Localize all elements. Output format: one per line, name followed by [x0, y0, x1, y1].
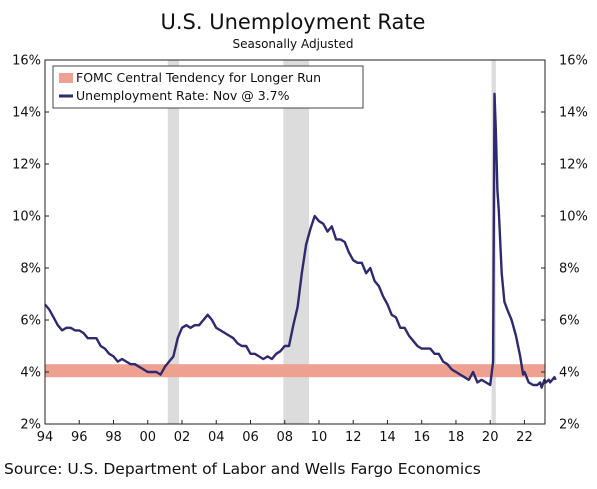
x-tick-label: 02: [174, 430, 191, 445]
legend: FOMC Central Tendency for Longer Run Une…: [52, 65, 364, 109]
y-tick-left-label: 6%: [20, 314, 41, 329]
chart-title: U.S. Unemployment Rate: [161, 10, 426, 34]
x-tick-label: 04: [208, 430, 225, 445]
y-tick-right-label: 16%: [559, 54, 588, 69]
x-tick-label: 08: [276, 430, 293, 445]
y-tick-left-label: 2%: [20, 418, 41, 433]
x-tick-label: 00: [139, 430, 156, 445]
x-tick-label: 12: [345, 430, 362, 445]
legend-swatch-band: [59, 73, 73, 83]
fomc-band: [45, 364, 545, 378]
recession-bar-1: [283, 60, 310, 424]
legend-label-series: Unemployment Rate: Nov @ 3.7%: [76, 88, 290, 103]
y-tick-right-label: 2%: [559, 418, 580, 433]
x-tick-label: 20: [482, 430, 499, 445]
x-tick-label: 98: [105, 430, 122, 445]
legend-label-band: FOMC Central Tendency for Longer Run: [76, 70, 321, 85]
y-axis-left: 2% 4% 6% 8% 10% 12% 14% 16%: [12, 54, 49, 433]
y-tick-right-label: 6%: [559, 314, 580, 329]
legend-box: [52, 65, 364, 109]
x-tick-label: 10: [311, 430, 328, 445]
x-tick-label: 96: [71, 430, 88, 445]
y-tick-left-label: 14%: [12, 106, 41, 121]
y-tick-left-label: 8%: [20, 262, 41, 277]
x-tick-label: 16: [413, 430, 430, 445]
x-tick-label: 94: [37, 430, 54, 445]
series-line-0: [44, 92, 557, 389]
y-tick-left-label: 12%: [12, 158, 41, 173]
series-layer: [44, 92, 557, 389]
x-tick-label: 14: [379, 430, 396, 445]
y-tick-left-label: 10%: [12, 210, 41, 225]
x-axis: 94 96 98 00 02 04 06 08 10 12 14 16 18 20 22: [37, 420, 533, 445]
source-note: Source: U.S. Department of Labor and Wel…: [4, 460, 481, 478]
y-tick-right-label: 4%: [559, 366, 580, 381]
plot-frame: [44, 59, 546, 425]
x-tick-label: 22: [516, 430, 533, 445]
fomc-band-layer: [45, 364, 545, 378]
y-tick-right-label: 14%: [559, 106, 588, 121]
recession-bar-0: [167, 60, 180, 424]
y-tick-left-label: 4%: [20, 366, 41, 381]
y-axis-right: 2% 4% 6% 8% 10% 12% 14% 16%: [541, 54, 588, 433]
y-tick-right-label: 8%: [559, 262, 580, 277]
x-tick-label: 06: [242, 430, 259, 445]
chart-subtitle: Seasonally Adjusted: [232, 37, 353, 51]
y-tick-right-label: 10%: [559, 210, 588, 225]
y-tick-left-label: 16%: [12, 54, 41, 69]
x-tick-label: 18: [448, 430, 465, 445]
y-tick-right-label: 12%: [559, 158, 588, 173]
